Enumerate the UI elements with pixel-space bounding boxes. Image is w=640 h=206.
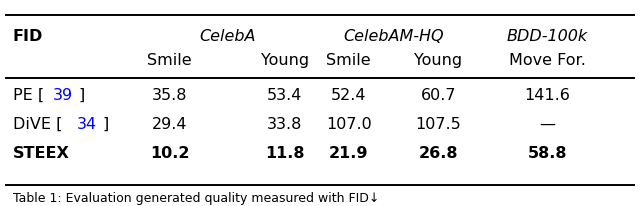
Text: STEEX: STEEX [13,145,70,160]
Text: 107.0: 107.0 [326,116,372,131]
Text: CelebAM-HQ: CelebAM-HQ [343,29,444,43]
Text: ]: ] [79,87,85,102]
Text: 29.4: 29.4 [152,116,188,131]
Text: ]: ] [102,116,109,131]
Text: 39: 39 [53,87,73,102]
Text: 26.8: 26.8 [419,145,458,160]
Text: DiVE [: DiVE [ [13,116,62,131]
Text: 33.8: 33.8 [267,116,303,131]
Text: 35.8: 35.8 [152,87,188,102]
Text: Smile: Smile [147,52,192,67]
Text: 60.7: 60.7 [420,87,456,102]
Text: 141.6: 141.6 [524,87,570,102]
Text: Move For.: Move For. [509,52,586,67]
Text: Young: Young [260,52,309,67]
Text: Smile: Smile [326,52,371,67]
Text: Table 1: Evaluation generated quality measured with FID↓: Table 1: Evaluation generated quality me… [13,191,379,204]
Text: 58.8: 58.8 [527,145,567,160]
Text: FID: FID [13,29,43,43]
Text: PE [: PE [ [13,87,44,102]
Text: CelebA: CelebA [199,29,255,43]
Text: 11.8: 11.8 [265,145,305,160]
Text: 34: 34 [77,116,97,131]
Text: 52.4: 52.4 [331,87,367,102]
Text: 10.2: 10.2 [150,145,189,160]
Text: 21.9: 21.9 [329,145,369,160]
Text: 107.5: 107.5 [415,116,461,131]
Text: Young: Young [414,52,463,67]
Text: —: — [540,116,556,131]
Text: BDD-100k: BDD-100k [507,29,588,43]
Text: 53.4: 53.4 [267,87,303,102]
